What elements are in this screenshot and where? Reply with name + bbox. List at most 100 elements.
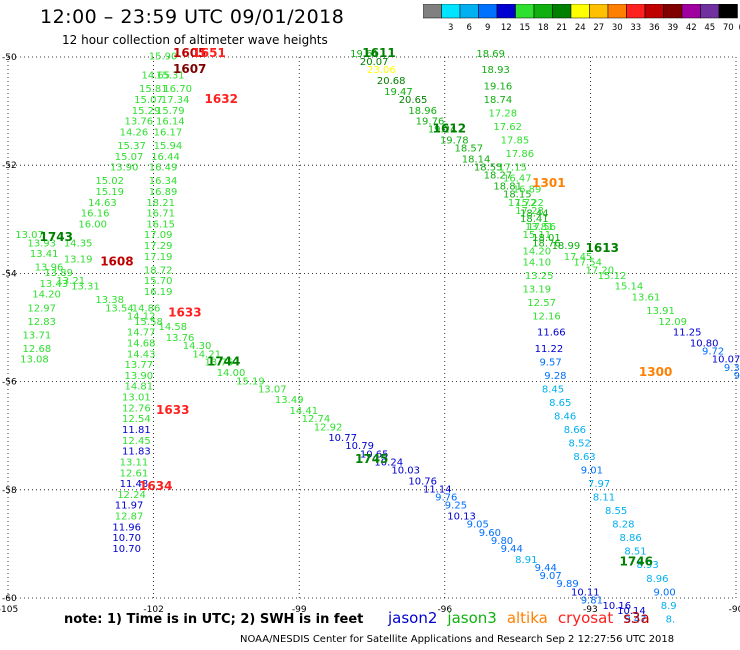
swh-value: 10.07 [712,355,740,366]
swh-value: 12.45 [122,436,151,447]
pass-time-label: 1632 [205,92,238,106]
swh-value: 13.77 [124,360,153,371]
swh-value: 17.34 [161,95,190,106]
pass-time-label: 1633 [168,306,201,320]
swh-value: 10.70 [112,533,141,544]
lat-tick-label: -52 [2,161,17,171]
swh-value: 15.79 [156,106,185,117]
swh-value: 11.25 [673,328,702,339]
swh-value: 15.90 [149,52,178,63]
swh-value: 8.9 [661,601,677,612]
swh-value: 14.81 [124,382,153,393]
swh-value: 11.66 [537,328,566,339]
swh-value: 10.14 [617,606,646,617]
pass-time-label: 1651 [192,46,225,60]
swh-value: 13.61 [632,292,661,303]
lon-tick-label: -90 [729,605,740,615]
swh-value: 9.72 [702,347,724,358]
swh-value: 15.81 [139,84,168,95]
swh-value: 12.68 [23,344,52,355]
lat-tick-label: -50 [2,53,17,63]
swh-value: 15.29 [132,106,161,117]
swh-value: 17.28 [515,206,544,217]
swh-value: 14.26 [120,127,149,138]
swh-value: 9.01 [581,466,603,477]
swh-value: 9.81 [581,595,603,606]
swh-value: 12.97 [27,303,56,314]
swh-value: 8.28 [612,520,634,531]
legend-tick-label: 27 [593,23,604,33]
swh-value: 17.09 [144,230,173,241]
pass-time-label: 1607 [173,62,206,76]
swh-value: 18.14 [462,154,491,165]
swh-value: 9.76 [435,493,457,504]
swh-value: 8.55 [605,506,627,517]
swh-value: 12.24 [117,490,146,501]
swh-value: 17.45 [564,252,593,263]
swh-value: 9.89 [556,579,578,590]
swh-value: 8.65 [549,398,571,409]
swh-value: 18.81 [493,182,522,193]
swh-value: 15.11 [522,230,551,241]
swh-value: 14.58 [158,322,187,333]
pass-time-label: 1301 [532,176,565,190]
map-title: 12:00 – 23:59 UTC 09/01/2018 [40,6,345,28]
swh-value: 13.93 [27,238,56,249]
swh-value: 8.96 [646,574,668,585]
swh-value: 13.76 [166,333,195,344]
pass-time-label: 1634 [139,479,172,493]
swh-value: 17.85 [501,136,530,147]
swh-value: 16.89 [513,184,542,195]
swh-value: 14.63 [88,198,117,209]
swh-value: 16.14 [156,117,185,128]
swh-value: 10.03 [391,466,420,477]
swh-value: 16.15 [146,219,175,230]
satellite-jason2: jason2 [388,609,438,627]
swh-value: 10.80 [690,338,719,349]
legend-tick-label: 6 [467,23,472,33]
swh-value: 17.56 [527,222,556,233]
swh-value: 10.76 [408,476,437,487]
swh-value: 13.76 [205,357,234,368]
swh-value: 20.65 [399,95,428,106]
swh-value: 13.90 [124,371,153,382]
swh-value: 9.60 [479,528,501,539]
lon-tick-label: -96 [437,605,452,615]
swh-value: 12.54 [122,414,151,425]
swh-value: 13.90 [110,163,139,174]
swh-value: 13.07 [15,230,44,241]
swh-value: 14.20 [32,290,61,301]
swh-value: 11.97 [115,501,144,512]
track-values: 15.9014.6515.3115.8116.7015.0717.3415.29… [15,49,740,625]
swh-value: 8.52 [569,439,591,450]
swh-value: 8.93 [637,560,659,571]
lat-tick-label: -58 [2,486,17,496]
map-axes: -105 -102 -99 -96 -93 -90 -50 -52 -54 -56 -58 -60 [0,53,740,615]
pass-time-label: 1745 [355,452,388,466]
swh-value: 18.74 [484,95,513,106]
pass-time-label: 1744 [207,354,240,368]
swh-value: 14.41 [289,406,318,417]
swh-value: 19.24 [428,125,457,136]
swh-value: 13.96 [35,263,64,274]
swh-value: 8.86 [620,533,642,544]
swh-value: 18.21 [146,198,175,209]
swh-value: 9.07 [539,571,561,582]
swh-value: 18.69 [476,49,505,60]
swh-value: 7.97 [588,479,610,490]
swh-value: 14.43 [127,349,156,360]
lat-tick-label: -56 [2,378,17,388]
legend-tick-label: 24 [575,23,586,33]
lat-tick-label: -54 [2,269,17,279]
legend-tick-label: 15 [519,23,530,33]
swh-value: 13.31 [71,282,100,293]
swh-value: 16.70 [163,84,192,95]
swh-value: 13.54 [105,303,134,314]
swh-value: 10.24 [374,457,403,468]
swh-value: 19.61 [350,49,379,60]
pass-time-label: 1612 [433,122,466,136]
swh-value: 13.41 [30,249,59,260]
legend-tick-label: 39 [667,23,678,33]
swh-value: 10.16 [603,601,632,612]
